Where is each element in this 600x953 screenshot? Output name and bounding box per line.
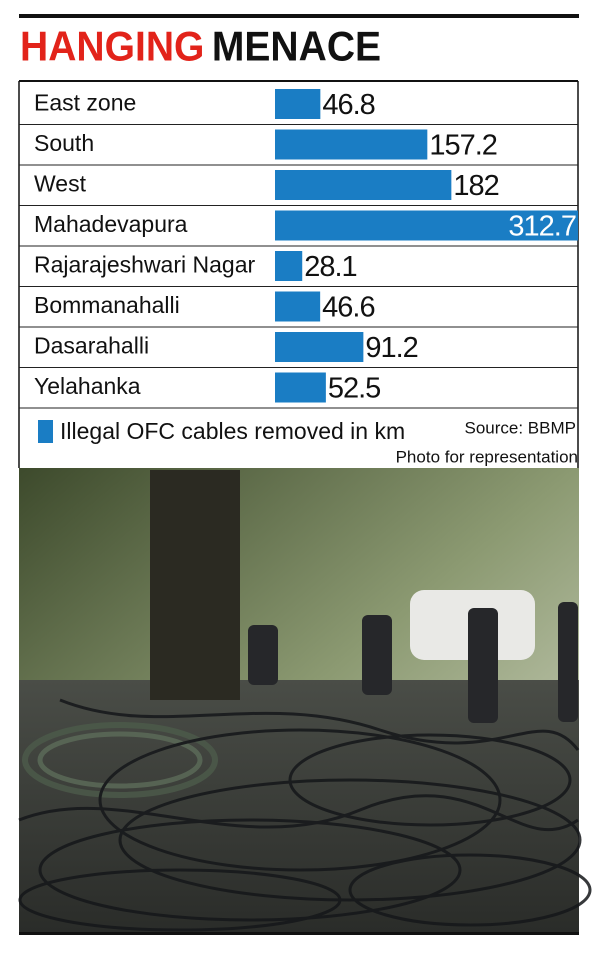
photo-bollard <box>468 608 498 723</box>
legend-swatch <box>38 420 53 443</box>
category-label: Mahadevapura <box>34 211 188 237</box>
category-label: South <box>34 130 94 156</box>
value-label: 182 <box>453 170 498 202</box>
photo-cables <box>18 698 592 932</box>
bar <box>275 291 321 322</box>
value-label: 312.7 <box>508 210 576 242</box>
category-label: Dasarahalli <box>34 332 149 358</box>
value-label: 91.2 <box>365 332 417 364</box>
value-label: 28.1 <box>304 251 356 283</box>
bar <box>275 251 303 281</box>
title-word: HANGING <box>20 22 204 70</box>
bar <box>275 170 452 200</box>
bar <box>275 372 326 403</box>
photo-bollard <box>248 625 278 685</box>
category-label: East zone <box>34 89 136 115</box>
bar-rows: East zone 46.8 South 157.2 West 182 Mahadevapu… <box>19 89 578 409</box>
bar <box>275 332 364 362</box>
top-rule <box>19 14 579 18</box>
bottom-rule <box>19 932 579 935</box>
photo-bollard <box>558 602 578 722</box>
chart-title: HANGING MENACE <box>20 22 381 70</box>
value-label: 157.2 <box>429 129 497 161</box>
value-label: 52.5 <box>328 372 380 404</box>
category-label: Bommanahalli <box>34 292 180 318</box>
title-word: MENACE <box>212 22 381 70</box>
bar <box>275 210 578 241</box>
value-label: 46.6 <box>322 291 374 323</box>
photo <box>18 468 592 932</box>
category-label: West <box>34 170 87 196</box>
photo-bollard <box>362 615 392 695</box>
bar <box>275 129 428 160</box>
legend-label: Illegal OFC cables removed in km <box>60 418 405 444</box>
photo-tree <box>150 470 240 700</box>
value-label: 46.8 <box>322 89 374 121</box>
photo-caption: Photo for representation <box>396 447 578 466</box>
category-label: Rajarajeshwari Nagar <box>34 251 255 277</box>
bar <box>275 89 321 119</box>
legend: Illegal OFC cables removed in km Source: … <box>38 418 578 466</box>
source-note: Source: BBMP <box>465 418 577 437</box>
category-label: Yelahanka <box>34 373 141 399</box>
